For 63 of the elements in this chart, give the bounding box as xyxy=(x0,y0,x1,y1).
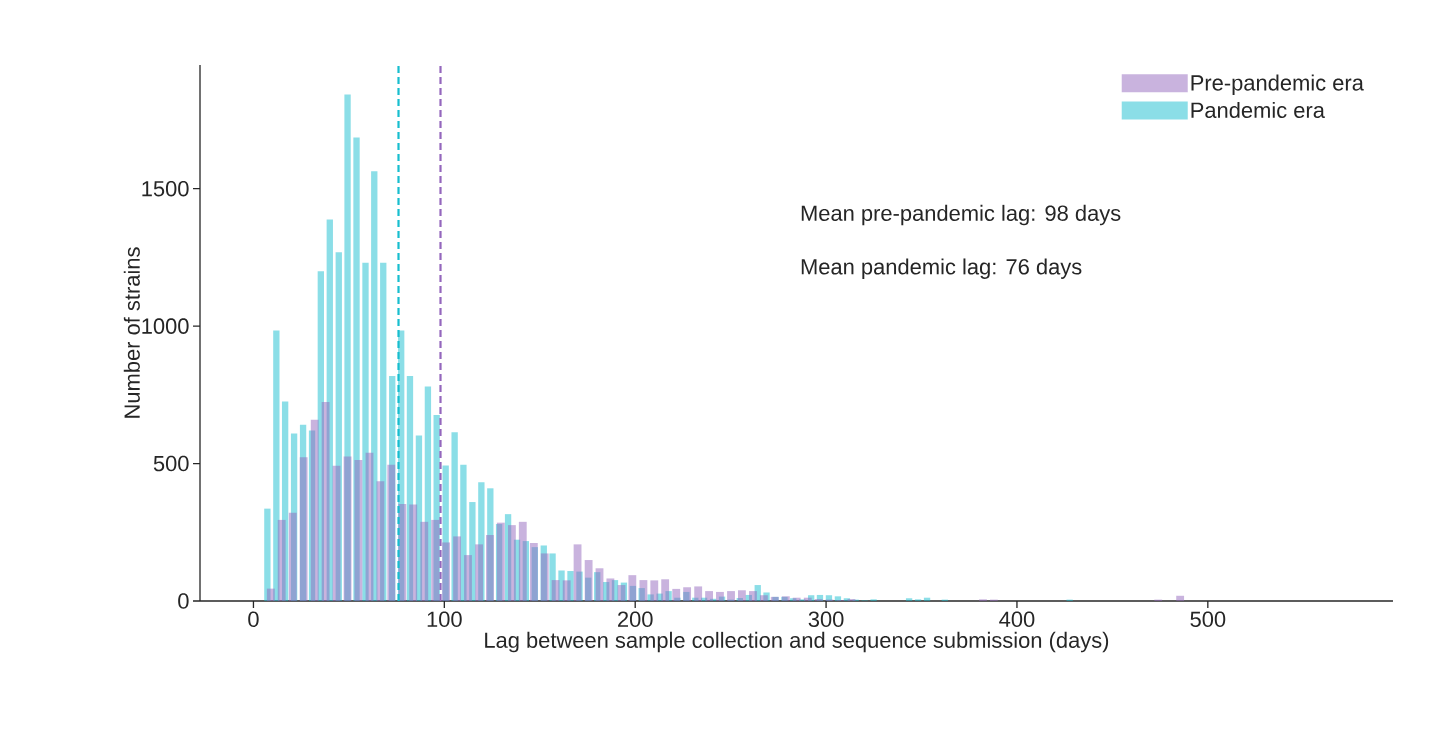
x-tick-label: 200 xyxy=(618,611,653,628)
bar xyxy=(683,587,692,601)
bar xyxy=(639,580,648,601)
bar xyxy=(716,591,724,601)
annotation: Mean pandemic lag: 76 days xyxy=(801,258,1082,279)
bar xyxy=(905,598,913,601)
bar xyxy=(803,597,812,601)
x-tick-label: 500 xyxy=(1190,611,1226,628)
bar xyxy=(705,591,713,601)
bar xyxy=(792,597,801,601)
x-tick-label: 400 xyxy=(999,611,1035,628)
bar xyxy=(273,330,280,601)
bar xyxy=(650,580,659,601)
bar xyxy=(540,553,549,601)
bar xyxy=(409,504,418,601)
bar xyxy=(431,519,440,601)
bar xyxy=(551,580,560,601)
bar xyxy=(727,591,735,601)
bar xyxy=(606,578,615,601)
bar xyxy=(453,536,462,601)
bar xyxy=(486,535,494,601)
bar xyxy=(343,456,352,601)
bar xyxy=(759,595,768,601)
bar xyxy=(595,568,604,601)
x-axis-title: Lag between sample collection and sequence submission (days) xyxy=(485,631,1109,653)
y-tick-label: 500 xyxy=(153,455,189,472)
x-tick-label: 300 xyxy=(808,611,844,628)
bar xyxy=(518,521,527,601)
bar xyxy=(376,481,385,601)
bar xyxy=(264,508,271,601)
bar xyxy=(321,401,330,601)
bar xyxy=(475,544,483,601)
y-tick-label: 1500 xyxy=(142,180,189,197)
bar xyxy=(749,591,757,601)
bar xyxy=(362,262,369,601)
bar xyxy=(507,525,516,601)
y-tick-label: 0 xyxy=(178,593,189,609)
bar xyxy=(1176,595,1185,601)
bar xyxy=(387,464,396,601)
y-tick-label: 1000 xyxy=(142,318,189,334)
bar xyxy=(442,542,450,601)
y-axis-title: Number of strains xyxy=(123,247,140,418)
legend-label: Pre-pandemic era xyxy=(1191,74,1364,95)
bar xyxy=(310,419,319,601)
bar xyxy=(584,560,593,601)
bar xyxy=(661,579,670,601)
annotation: Mean pre-pandemic lag: 98 days xyxy=(801,204,1121,226)
bar xyxy=(562,580,571,601)
x-tick-label: 100 xyxy=(427,611,462,628)
bar xyxy=(694,586,703,601)
bar xyxy=(672,588,681,601)
bar xyxy=(737,590,746,601)
bar xyxy=(420,521,429,601)
bar xyxy=(464,555,472,601)
bar xyxy=(266,588,275,601)
bar xyxy=(299,457,308,601)
legend-label: Pandemic era xyxy=(1191,101,1325,118)
x-tick-label: 0 xyxy=(248,611,259,628)
bar xyxy=(573,544,582,601)
bar xyxy=(277,519,286,601)
bar xyxy=(288,512,297,601)
bar xyxy=(529,543,538,601)
bar xyxy=(628,575,637,601)
